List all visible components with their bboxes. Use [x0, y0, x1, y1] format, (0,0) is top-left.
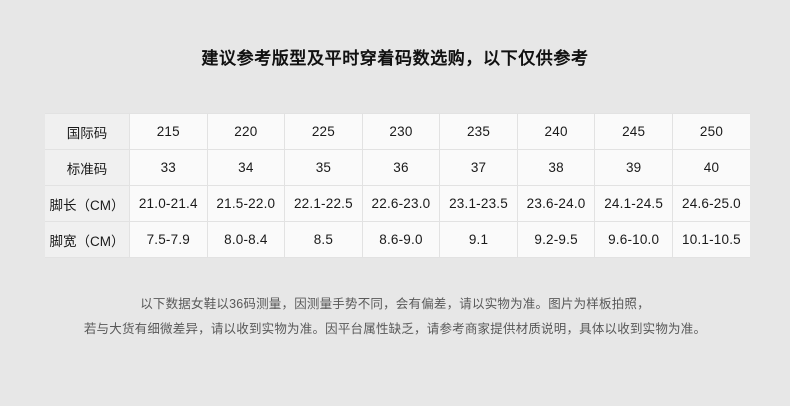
table-cell: 8.5: [284, 221, 363, 258]
page-title: 建议参考版型及平时穿着码数选购，以下仅供参考: [201, 49, 589, 68]
table-cell: 23.6-24.0: [517, 185, 596, 222]
table-cell: 24.1-24.5: [594, 185, 673, 222]
table-row: 标准码 33 34 35 36 37 38 39 40: [45, 149, 750, 186]
footnote-line-2: 若与大货有细微差异，请以收到实物为准。因平台属性缺乏，请参考商家提供材质说明，具…: [83, 322, 707, 336]
table-cell: 40: [672, 149, 750, 186]
table-cell: 38: [517, 149, 596, 186]
table-cell: 225: [284, 113, 363, 150]
table-cell: 24.6-25.0: [672, 185, 750, 222]
table-cell: 35: [284, 149, 363, 186]
table-cell: 9.1: [439, 221, 518, 258]
table-cell: 10.1-10.5: [672, 221, 750, 258]
table-cell: 21.0-21.4: [129, 185, 208, 222]
table-cell: 235: [439, 113, 518, 150]
size-table: 国际码 215 220 225 230 235 240 245 250 标准码 …: [45, 113, 750, 258]
table-cell: 9.6-10.0: [594, 221, 673, 258]
table-cell: 220: [207, 113, 286, 150]
table-cell: 39: [594, 149, 673, 186]
row-label-international-size: 国际码: [45, 113, 130, 150]
table-cell: 240: [517, 113, 596, 150]
table-cell: 245: [594, 113, 673, 150]
table-cell: 21.5-22.0: [207, 185, 286, 222]
table-row: 国际码 215 220 225 230 235 240 245 250: [45, 113, 750, 150]
table-row: 脚长（CM） 21.0-21.4 21.5-22.0 22.1-22.5 22.…: [45, 185, 750, 222]
table-cell: 36: [362, 149, 441, 186]
table-cell: 9.2-9.5: [517, 221, 596, 258]
table-cell: 250: [672, 113, 750, 150]
row-label-foot-length: 脚长（CM）: [45, 185, 130, 222]
table-cell: 8.6-9.0: [362, 221, 441, 258]
table-row: 脚宽（CM） 7.5-7.9 8.0-8.4 8.5 8.6-9.0 9.1 9…: [45, 221, 750, 258]
table-cell: 7.5-7.9: [129, 221, 208, 258]
table-cell: 22.6-23.0: [362, 185, 441, 222]
table-cell: 34: [207, 149, 286, 186]
footnotes: 以下数据女鞋以36码测量，因测量手势不同，会有偏差，请以实物为准。图片为样板拍照…: [0, 292, 790, 342]
size-table-container: 国际码 215 220 225 230 235 240 245 250 标准码 …: [45, 113, 750, 258]
table-cell: 33: [129, 149, 208, 186]
row-label-standard-size: 标准码: [45, 149, 130, 186]
table-cell: 8.0-8.4: [207, 221, 286, 258]
footnote-line-1: 以下数据女鞋以36码测量，因测量手势不同，会有偏差，请以实物为准。图片为样板拍照…: [140, 297, 650, 311]
table-cell: 37: [439, 149, 518, 186]
table-cell: 230: [362, 113, 441, 150]
row-label-foot-width: 脚宽（CM）: [45, 221, 130, 258]
table-cell: 23.1-23.5: [439, 185, 518, 222]
table-cell: 22.1-22.5: [284, 185, 363, 222]
table-cell: 215: [129, 113, 208, 150]
